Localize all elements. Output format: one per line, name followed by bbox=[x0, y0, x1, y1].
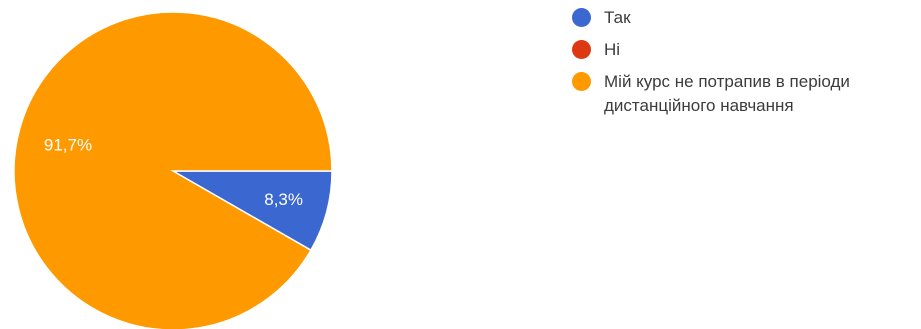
legend-item-0: Так bbox=[572, 6, 921, 30]
pie-slice-label-0: 8,3% bbox=[264, 190, 303, 209]
legend-label: Мій курс не потрапив в періоди дистанцій… bbox=[604, 72, 850, 115]
pie-slice-label-2: 91,7% bbox=[44, 135, 92, 154]
pie-slice-2 bbox=[13, 11, 333, 329]
legend-label: Ні bbox=[604, 40, 621, 59]
legend: Так Ні Мій курс не потрапив в періоди дист… bbox=[572, 6, 921, 126]
legend-item-1: Ні bbox=[572, 38, 921, 62]
legend-label: Так bbox=[604, 8, 631, 27]
legend-item-2: Мій курс не потрапив в періоди дистанцій… bbox=[572, 70, 921, 118]
legend-swatch-icon bbox=[572, 8, 591, 27]
legend-swatch-icon bbox=[572, 40, 591, 59]
legend-swatch-icon bbox=[572, 72, 591, 91]
